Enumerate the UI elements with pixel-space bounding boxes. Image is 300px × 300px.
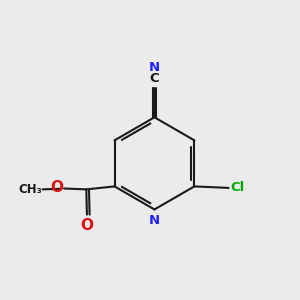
- Text: N: N: [149, 214, 160, 227]
- Text: C: C: [150, 72, 159, 85]
- Text: O: O: [80, 218, 93, 232]
- Text: O: O: [50, 180, 63, 195]
- Text: CH₃: CH₃: [18, 183, 42, 196]
- Text: Cl: Cl: [230, 181, 244, 194]
- Text: N: N: [149, 61, 160, 74]
